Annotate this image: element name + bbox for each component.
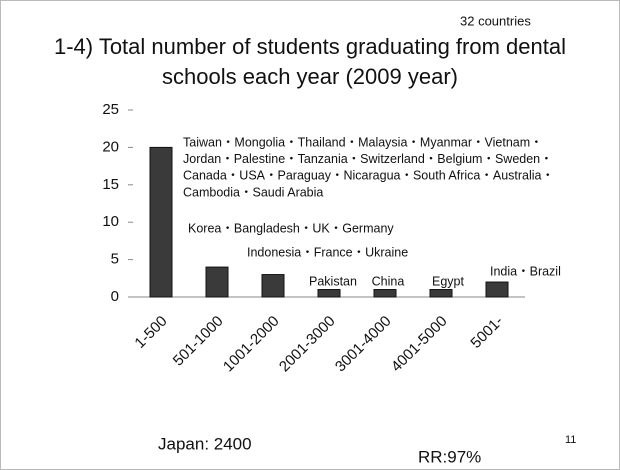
y-tick-label: 5	[111, 251, 119, 268]
note: RR:97%	[418, 447, 481, 466]
y-tick-label: 20	[102, 138, 119, 155]
annotation: Jordan・Palestine・Tanzania・Switzerland・Be…	[183, 152, 553, 166]
subtitle: 32 countries	[460, 13, 531, 28]
bar	[205, 266, 229, 298]
bar	[485, 281, 509, 298]
y-tick-label: 10	[102, 213, 119, 230]
annotation: Cambodia・Saudi Arabia	[183, 185, 323, 199]
bar	[373, 289, 397, 298]
y-tick-label: 0	[111, 288, 119, 305]
bar	[317, 289, 341, 298]
annotation: Taiwan・Mongolia・Thailand・Malaysia・Myanma…	[183, 135, 543, 149]
bar	[429, 289, 453, 298]
annotation: Indonesia・France・Ukraine	[247, 245, 408, 259]
annotation: Pakistan	[309, 274, 357, 288]
annotation: China	[372, 274, 405, 288]
bar	[149, 146, 173, 298]
chart-title: schools each year (2009 year)	[162, 64, 458, 89]
y-tick-label: 25	[102, 101, 119, 118]
annotation: India・Brazil	[490, 264, 561, 278]
note: Japan: 2400	[158, 434, 252, 453]
page-number: 11	[565, 434, 576, 446]
chart-title: 1-4) Total number of students graduating…	[54, 34, 566, 59]
bar	[261, 274, 285, 298]
annotation: Korea・Bangladesh・UK・Germany	[188, 221, 394, 235]
annotation: Egypt	[432, 274, 464, 288]
y-tick-label: 15	[102, 176, 119, 193]
annotation: Canada・USA・Paraguay・Nicaragua・South Afri…	[183, 169, 554, 183]
